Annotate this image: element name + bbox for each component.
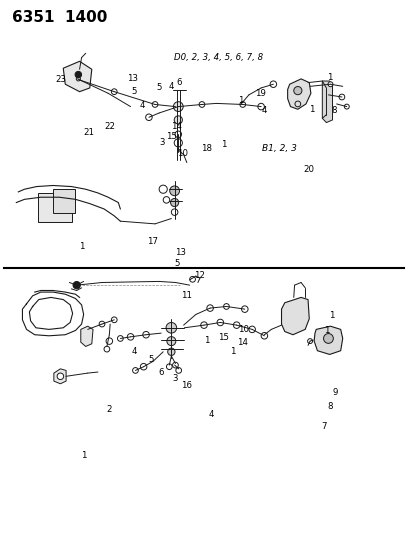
- Text: 15: 15: [166, 132, 177, 141]
- Text: 23: 23: [55, 76, 66, 84]
- Text: 20: 20: [304, 165, 315, 174]
- Circle shape: [324, 334, 333, 343]
- Text: 5: 5: [156, 84, 162, 92]
- Text: 9: 9: [333, 388, 338, 397]
- Polygon shape: [288, 79, 311, 109]
- Text: 2: 2: [106, 405, 112, 414]
- Text: 14: 14: [171, 123, 182, 131]
- Text: 1: 1: [81, 451, 86, 460]
- Text: 4: 4: [132, 348, 137, 356]
- Text: 10: 10: [177, 149, 188, 158]
- Polygon shape: [63, 61, 92, 92]
- Circle shape: [258, 103, 264, 110]
- Text: D0, 2, 3, 4, 5, 6, 7, 8: D0, 2, 3, 4, 5, 6, 7, 8: [174, 53, 263, 62]
- Circle shape: [99, 321, 105, 327]
- Circle shape: [171, 198, 179, 207]
- Text: 13: 13: [127, 75, 138, 83]
- Text: 12: 12: [194, 271, 204, 279]
- Circle shape: [328, 82, 333, 87]
- Circle shape: [168, 348, 175, 356]
- Circle shape: [73, 281, 80, 289]
- Circle shape: [127, 334, 134, 340]
- Text: 1: 1: [230, 348, 235, 356]
- Text: 11: 11: [182, 291, 192, 300]
- Text: 14: 14: [237, 338, 248, 347]
- Text: 17: 17: [148, 237, 158, 246]
- Text: 21: 21: [84, 128, 94, 136]
- Text: 15: 15: [218, 334, 229, 342]
- Circle shape: [190, 277, 195, 282]
- Circle shape: [170, 186, 180, 196]
- Circle shape: [167, 337, 176, 345]
- Text: 1: 1: [221, 141, 226, 149]
- Polygon shape: [81, 326, 93, 346]
- Text: 5: 5: [148, 355, 154, 364]
- Bar: [53, 189, 75, 213]
- Text: 6351  1400: 6351 1400: [12, 10, 108, 25]
- Circle shape: [152, 102, 158, 107]
- Polygon shape: [314, 326, 343, 354]
- Text: 1: 1: [327, 73, 333, 82]
- Text: 3: 3: [160, 139, 165, 147]
- Text: 18: 18: [201, 144, 211, 152]
- Circle shape: [111, 317, 117, 322]
- Text: 19: 19: [255, 89, 266, 98]
- Text: 4: 4: [169, 82, 174, 91]
- Text: 1: 1: [324, 326, 329, 335]
- Polygon shape: [54, 369, 66, 384]
- Text: 4: 4: [208, 410, 214, 419]
- Circle shape: [294, 86, 302, 95]
- Circle shape: [233, 322, 240, 328]
- Text: 16: 16: [181, 382, 191, 390]
- Circle shape: [224, 304, 229, 309]
- Text: 5: 5: [131, 87, 137, 96]
- Circle shape: [163, 197, 170, 203]
- Text: 1: 1: [238, 96, 244, 104]
- Circle shape: [249, 326, 255, 333]
- Circle shape: [242, 306, 248, 312]
- Text: 22: 22: [105, 123, 115, 131]
- Circle shape: [207, 305, 213, 311]
- Circle shape: [199, 102, 205, 107]
- Circle shape: [270, 81, 277, 87]
- Polygon shape: [282, 297, 309, 335]
- Text: 13: 13: [175, 248, 186, 256]
- Circle shape: [240, 102, 246, 107]
- Circle shape: [146, 114, 152, 120]
- Circle shape: [143, 332, 149, 338]
- Circle shape: [261, 333, 268, 339]
- Circle shape: [159, 185, 167, 193]
- Bar: [38, 193, 72, 222]
- Text: 3: 3: [173, 374, 178, 383]
- Text: 1: 1: [79, 242, 84, 251]
- Circle shape: [166, 322, 177, 333]
- Text: B1, 2, 3: B1, 2, 3: [262, 144, 297, 152]
- Text: 1: 1: [204, 336, 210, 344]
- Circle shape: [111, 89, 117, 94]
- Text: 1: 1: [328, 311, 334, 320]
- Circle shape: [75, 71, 82, 78]
- Circle shape: [174, 116, 182, 124]
- Text: 10: 10: [239, 326, 249, 334]
- Text: 4: 4: [139, 101, 145, 110]
- Text: 8: 8: [332, 107, 337, 115]
- Text: 7: 7: [322, 422, 327, 431]
- Circle shape: [201, 322, 207, 328]
- Circle shape: [57, 373, 64, 379]
- Text: 8: 8: [327, 402, 333, 410]
- Text: 5: 5: [175, 259, 180, 268]
- Text: 6: 6: [158, 368, 164, 376]
- Text: 6: 6: [176, 78, 182, 87]
- Text: 4: 4: [262, 107, 267, 115]
- Circle shape: [173, 102, 183, 111]
- Text: 1: 1: [309, 105, 315, 114]
- Circle shape: [118, 336, 123, 341]
- Polygon shape: [322, 81, 333, 123]
- Circle shape: [217, 319, 224, 326]
